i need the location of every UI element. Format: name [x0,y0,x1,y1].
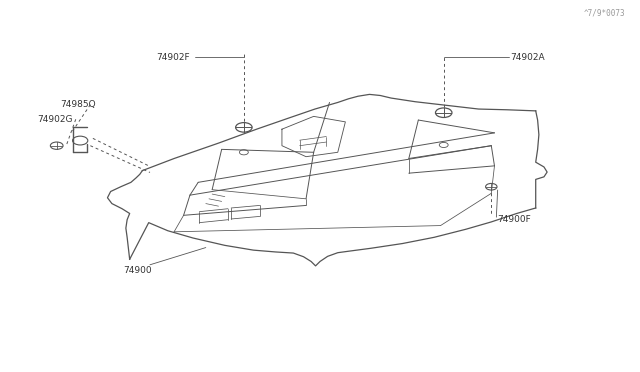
Text: 74985Q: 74985Q [60,100,95,109]
Text: 74902A: 74902A [510,52,545,61]
Text: 74900: 74900 [124,266,152,275]
Text: 74902G: 74902G [38,115,73,124]
Text: ^7/9*0073: ^7/9*0073 [584,9,626,17]
Text: 74902F: 74902F [156,52,190,61]
Text: 74900F: 74900F [498,215,531,224]
